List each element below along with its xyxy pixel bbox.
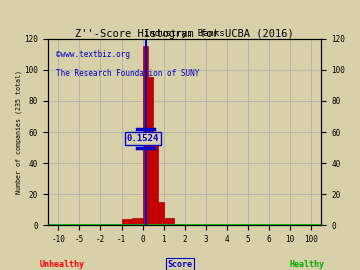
Bar	[163, 218, 174, 225]
Bar	[174, 224, 185, 225]
Text: Score: Score	[167, 260, 193, 269]
Text: Industry: Banks: Industry: Banks	[144, 29, 225, 38]
Text: The Research Foundation of SUNY: The Research Foundation of SUNY	[56, 69, 199, 78]
Text: Unhealthy: Unhealthy	[40, 260, 85, 269]
Text: 0.1524: 0.1524	[126, 134, 159, 143]
Bar	[132, 218, 143, 225]
Bar	[122, 219, 143, 225]
Bar	[153, 140, 158, 225]
Bar	[158, 202, 163, 225]
Bar	[143, 46, 148, 225]
Title: Z''-Score Histogram for UCBA (2016): Z''-Score Histogram for UCBA (2016)	[75, 29, 294, 39]
Text: Healthy: Healthy	[289, 260, 324, 269]
Y-axis label: Number of companies (235 total): Number of companies (235 total)	[15, 70, 22, 194]
Bar	[148, 77, 153, 225]
Text: ©www.textbiz.org: ©www.textbiz.org	[56, 50, 130, 59]
Bar	[100, 224, 122, 225]
